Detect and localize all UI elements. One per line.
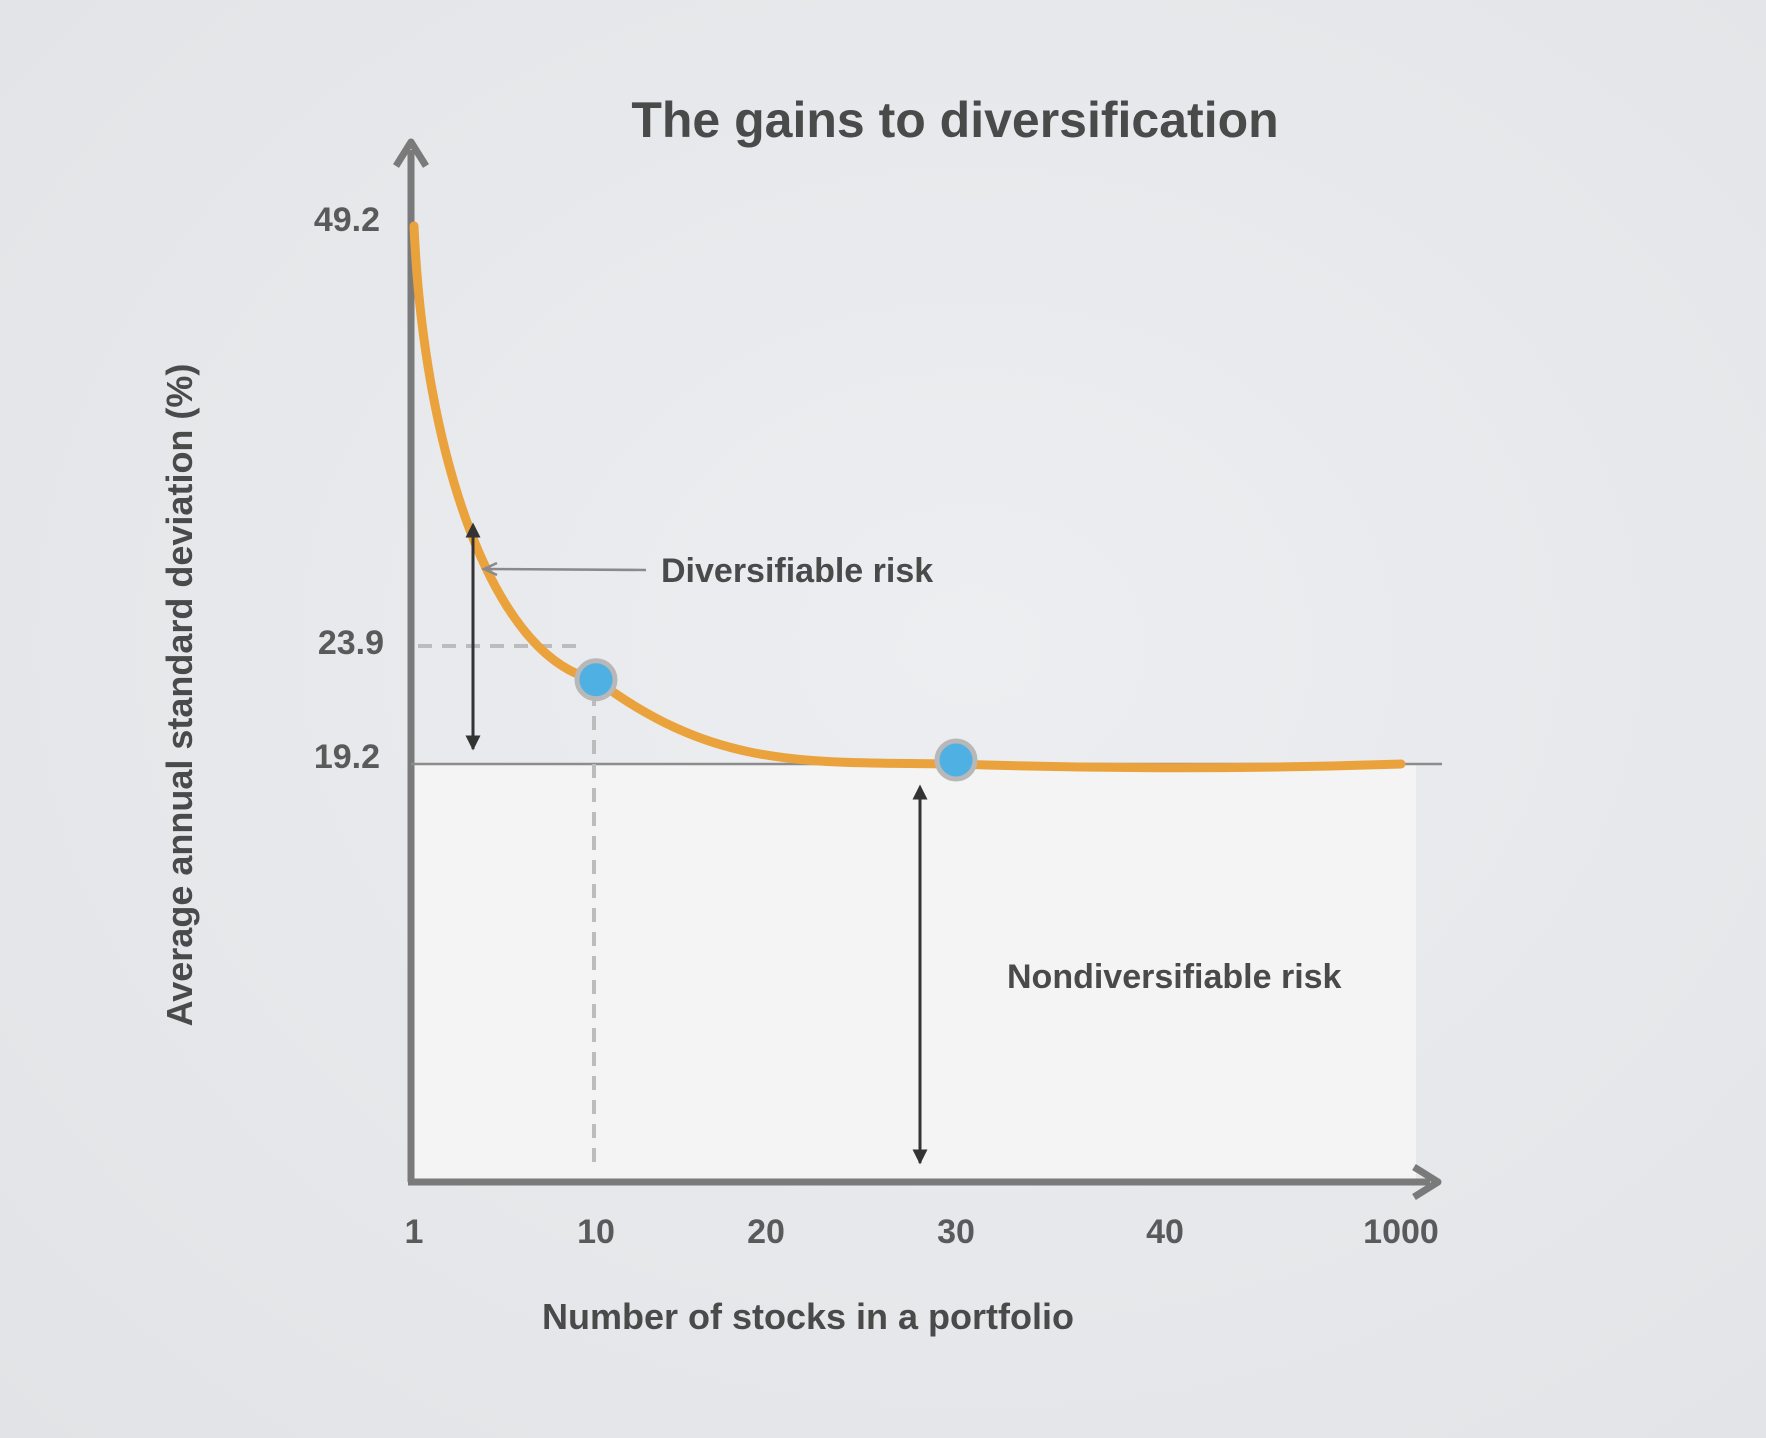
x-tick-label: 40: [1146, 1213, 1184, 1251]
x-tick-label: 1: [405, 1213, 424, 1251]
highlight-markers: [574, 658, 978, 782]
x-tick-label: 30: [937, 1213, 975, 1251]
y-axis: [393, 138, 429, 1182]
x-tick-labels: 1 10 20 30 40 1000: [405, 1213, 1439, 1251]
highlight-point: [574, 658, 618, 702]
highlight-point: [934, 738, 978, 782]
diversifiable-risk-label: Diversifiable risk: [661, 552, 933, 590]
y-tick-label: 23.9: [318, 624, 384, 662]
y-tick-label: 49.2: [314, 201, 380, 239]
x-axis: [408, 1164, 1442, 1200]
x-axis-label: Number of stocks in a portfolio: [542, 1296, 1074, 1337]
chart-title: The gains to diversification: [631, 92, 1278, 148]
std-dev-curve: [409, 221, 1406, 773]
y-tick-label: 19.2: [314, 738, 380, 776]
diversifiable-risk-pointer: [485, 567, 647, 572]
nondiversifiable-risk-label: Nondiversifiable risk: [1007, 958, 1342, 996]
x-tick-label: 1000: [1363, 1213, 1439, 1251]
x-tick-label: 20: [747, 1213, 785, 1251]
x-tick-label: 10: [577, 1213, 615, 1251]
y-axis-label: Average annual standard deviation (%): [159, 364, 200, 1027]
pointer-arrowhead: [481, 561, 498, 577]
